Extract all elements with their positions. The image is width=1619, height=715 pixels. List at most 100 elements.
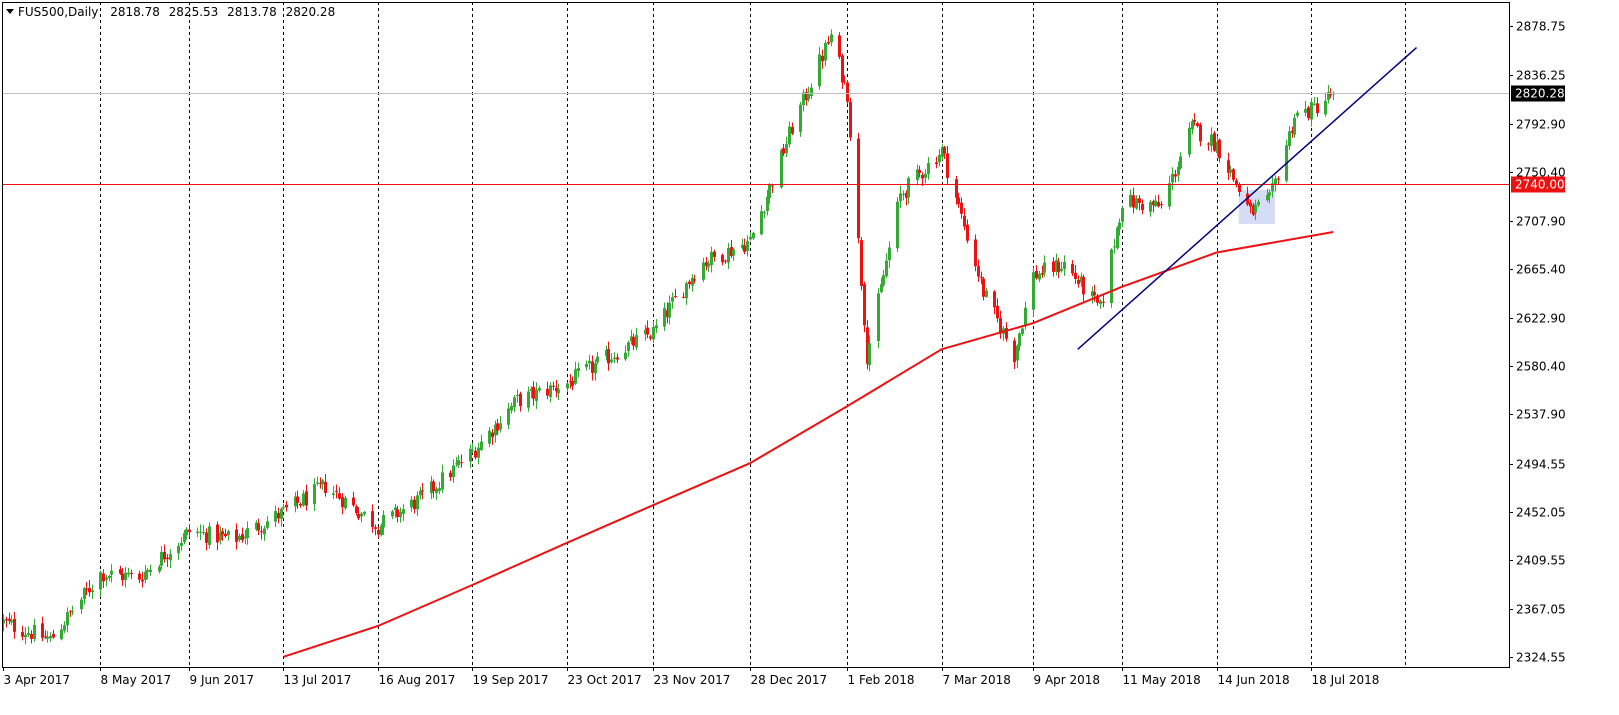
candle-body (374, 527, 377, 529)
candle-body (1121, 208, 1124, 222)
candle-body (510, 405, 513, 411)
candle-body (549, 385, 552, 397)
candle-body (771, 185, 774, 187)
candle-body (121, 573, 124, 581)
candle-body (610, 359, 613, 363)
candle-body (46, 637, 49, 639)
candlestick-series (2, 29, 1335, 645)
candle-body (21, 632, 24, 637)
candle-body (1271, 183, 1274, 192)
candle-body (868, 343, 871, 365)
candle-body (555, 387, 558, 392)
candle-body (438, 488, 441, 492)
candle-body (646, 327, 649, 335)
candle-body (749, 236, 752, 240)
y-tick-label: 2707.90 (1516, 215, 1566, 229)
y-tick-label: 2878.75 (1516, 20, 1566, 34)
candle-body (1227, 160, 1230, 173)
candle-body (33, 625, 36, 640)
candle-body (413, 499, 416, 510)
candle-body (1296, 112, 1299, 116)
candle-body (591, 361, 594, 373)
candle-body (557, 389, 560, 394)
candle-body (999, 318, 1002, 334)
candle-body (1266, 194, 1269, 201)
candle-body (763, 212, 766, 214)
candle-body (394, 507, 397, 511)
candle-body (188, 529, 191, 533)
candle-body (221, 531, 224, 535)
candle-body (685, 283, 688, 299)
candle-body (1018, 333, 1021, 347)
candle-body (519, 393, 522, 407)
x-tick-label: 13 Jul 2017 (284, 673, 352, 687)
candle-body (127, 572, 130, 575)
candle-body (799, 104, 802, 132)
candle-body (1268, 192, 1271, 196)
candle-body (296, 496, 299, 503)
candle-body (830, 34, 833, 43)
y-tick-label: 2409.55 (1516, 554, 1566, 568)
candle-body (902, 194, 905, 196)
candle-body (996, 305, 999, 319)
candle-body (88, 587, 91, 593)
candle-body (1316, 103, 1319, 113)
candle-body (846, 82, 849, 102)
candle-body (316, 482, 319, 484)
candle-body (1016, 345, 1019, 361)
x-tick-label: 28 Dec 2017 (751, 673, 828, 687)
candle-body (294, 496, 297, 507)
ohlc-open: 2818.78 (110, 5, 160, 19)
candle-body (44, 636, 47, 638)
candle-body (535, 389, 538, 401)
candle-body (352, 497, 355, 506)
candle-body (1274, 178, 1277, 185)
candle-body (1060, 268, 1063, 271)
candle-body (10, 620, 13, 623)
candle-body (430, 481, 433, 494)
candle-body (471, 450, 474, 452)
candle-body (635, 335, 638, 348)
candle-body (585, 364, 588, 368)
candle-body (2, 619, 5, 624)
candle-body (907, 178, 910, 198)
candle-body (702, 262, 705, 280)
candle-body (1218, 139, 1221, 159)
candle-body (1141, 204, 1144, 210)
x-tick-label: 11 May 2018 (1123, 673, 1201, 687)
candle-body (41, 623, 44, 638)
candle-body (1055, 260, 1058, 272)
candle-body (255, 522, 258, 530)
candle-body (674, 296, 677, 298)
candle-body (219, 533, 222, 541)
candle-body (460, 462, 463, 464)
candle-body (1188, 127, 1191, 155)
candle-body (469, 448, 472, 462)
candle-body (760, 211, 763, 235)
candle-body (160, 551, 163, 566)
candle-body (921, 174, 924, 179)
candle-body (538, 388, 541, 391)
candle-body (305, 491, 308, 506)
candle-body (1191, 121, 1194, 130)
candle-body (166, 557, 169, 560)
candle-body (52, 634, 55, 638)
x-tick-label: 23 Nov 2017 (654, 673, 731, 687)
candle-body (924, 173, 927, 178)
candle-body (1193, 119, 1196, 122)
level-label: 2740.00 (1515, 178, 1565, 192)
candle-body (494, 424, 497, 436)
candle-body (1174, 174, 1177, 177)
candle-body (860, 240, 863, 286)
price-tags: 2820.28 2740.00 (1511, 85, 1565, 193)
candle-body (527, 391, 530, 408)
collapse-triangle-icon[interactable] (6, 9, 14, 14)
candle-body (943, 147, 946, 154)
candle-body (185, 529, 188, 536)
candle-body (682, 296, 685, 298)
candle-body (488, 430, 491, 444)
plot-border (2, 2, 1510, 668)
candle-body (1252, 205, 1255, 215)
candle-body (1099, 300, 1102, 304)
candle-body (788, 126, 791, 145)
